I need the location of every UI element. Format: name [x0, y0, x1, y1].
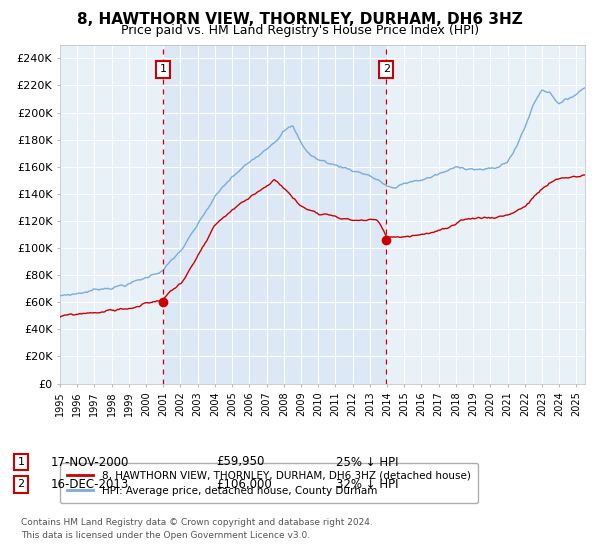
Text: 1: 1 — [17, 457, 25, 467]
Text: £106,000: £106,000 — [216, 478, 272, 491]
Text: 1: 1 — [160, 64, 167, 74]
Text: 2: 2 — [17, 479, 25, 489]
Text: 32% ↓ HPI: 32% ↓ HPI — [336, 478, 398, 491]
Text: 16-DEC-2013: 16-DEC-2013 — [51, 478, 129, 491]
Legend: 8, HAWTHORN VIEW, THORNLEY, DURHAM, DH6 3HZ (detached house), HPI: Average price: 8, HAWTHORN VIEW, THORNLEY, DURHAM, DH6 … — [60, 463, 478, 503]
Text: Contains HM Land Registry data © Crown copyright and database right 2024.
This d: Contains HM Land Registry data © Crown c… — [21, 519, 373, 540]
Text: 8, HAWTHORN VIEW, THORNLEY, DURHAM, DH6 3HZ: 8, HAWTHORN VIEW, THORNLEY, DURHAM, DH6 … — [77, 12, 523, 27]
Text: Price paid vs. HM Land Registry's House Price Index (HPI): Price paid vs. HM Land Registry's House … — [121, 24, 479, 36]
Text: 17-NOV-2000: 17-NOV-2000 — [51, 455, 130, 469]
Text: 2: 2 — [383, 64, 390, 74]
Bar — [163, 45, 386, 384]
Text: £59,950: £59,950 — [216, 455, 265, 469]
Text: 25% ↓ HPI: 25% ↓ HPI — [336, 455, 398, 469]
